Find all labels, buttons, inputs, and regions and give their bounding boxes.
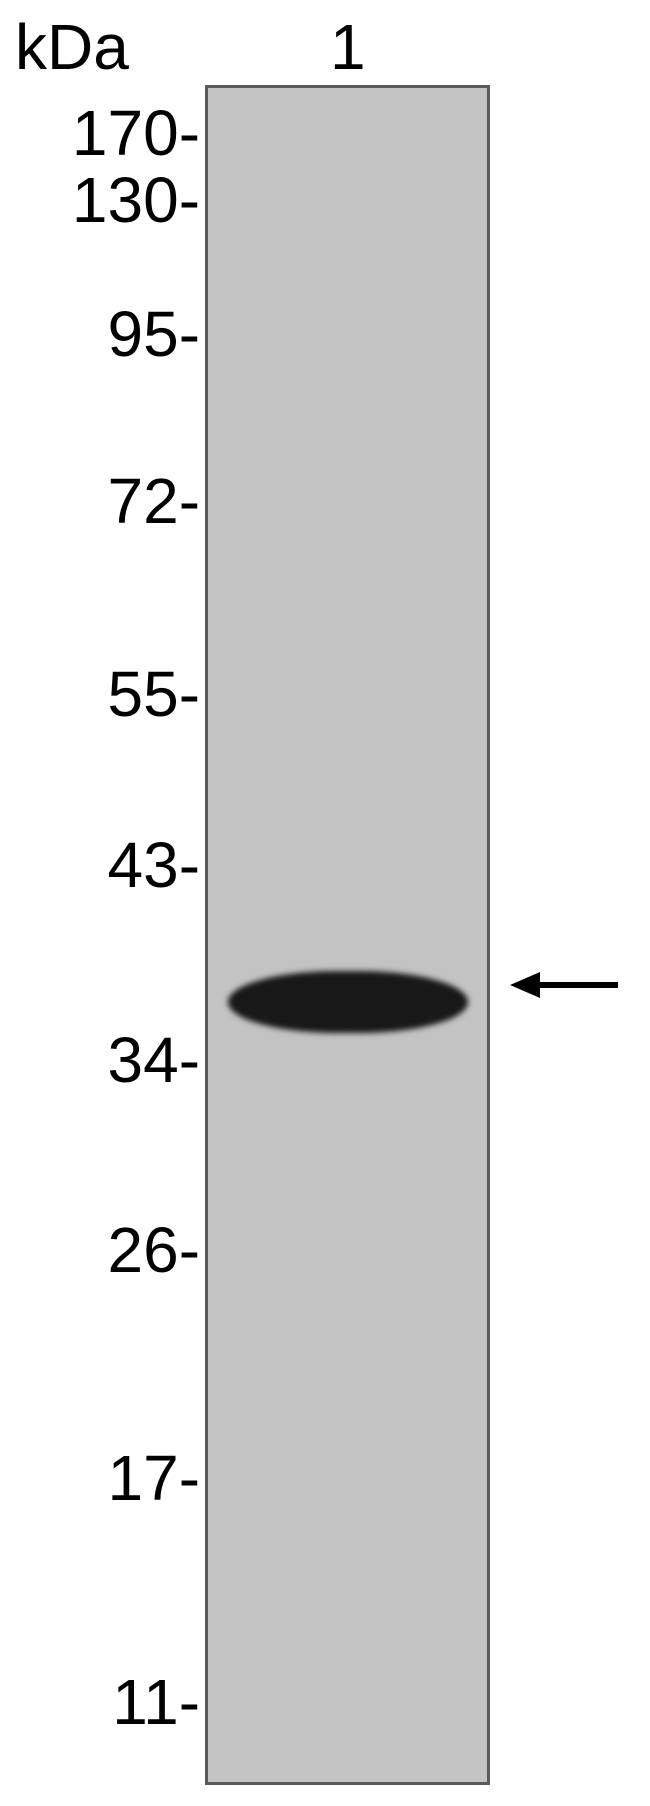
marker-95: 95- <box>10 297 200 371</box>
arrow-shaft <box>540 982 618 988</box>
lane-1-label: 1 <box>330 10 366 84</box>
arrow-head <box>510 972 540 998</box>
marker-130: 130- <box>10 163 200 237</box>
marker-43: 43- <box>10 828 200 902</box>
marker-26: 26- <box>10 1213 200 1287</box>
marker-34: 34- <box>10 1023 200 1097</box>
marker-17: 17- <box>10 1441 200 1515</box>
lane-fill <box>208 88 487 1782</box>
protein-band <box>228 971 468 1033</box>
marker-72: 72- <box>10 464 200 538</box>
y-axis-unit: kDa <box>15 10 129 84</box>
marker-170: 170- <box>10 96 200 170</box>
blot-figure: kDa 1 170-130- 95- 72- 55- 43- 34- 26- 17- 11- <box>0 0 650 1806</box>
marker-55: 55- <box>10 657 200 731</box>
marker-11: 11- <box>10 1665 200 1739</box>
